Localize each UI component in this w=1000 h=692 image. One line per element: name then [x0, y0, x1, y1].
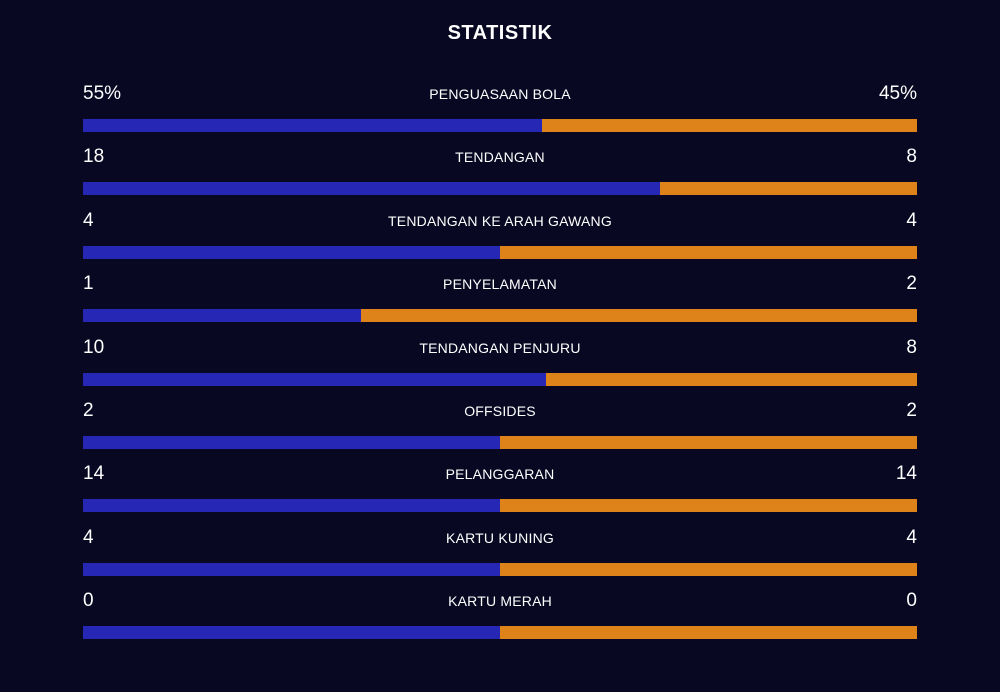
stat-row: 4 TENDANGAN KE ARAH GAWANG 4	[83, 206, 917, 269]
stat-row: 55% PENGUASAAN BOLA 45%	[83, 79, 917, 142]
home-value: 1	[83, 273, 94, 295]
home-bar-segment	[83, 119, 542, 132]
away-bar-segment	[660, 182, 917, 196]
stat-label: TENDANGAN KE ARAH GAWANG	[388, 212, 612, 229]
comparison-bar	[83, 435, 917, 449]
home-bar-segment	[83, 182, 661, 196]
stat-row: 10 TENDANGAN PENJURU 8	[83, 333, 917, 396]
away-bar-segment	[500, 245, 917, 259]
away-bar-segment	[500, 435, 917, 449]
home-bar-segment	[83, 562, 500, 576]
home-value: 14	[83, 463, 105, 485]
away-value: 2	[906, 273, 917, 295]
comparison-bar	[83, 182, 917, 196]
comparison-bar	[83, 309, 917, 323]
stat-row: 18 TENDANGAN 8	[83, 142, 917, 205]
stat-row: 2 OFFSIDES 2	[83, 396, 917, 459]
away-bar-segment	[500, 562, 917, 576]
home-bar-segment	[83, 372, 547, 386]
stat-row: 4 KARTU KUNING 4	[83, 523, 917, 586]
away-value: 2	[906, 399, 917, 421]
away-value: 4	[906, 209, 917, 231]
away-bar-segment	[546, 372, 917, 386]
home-bar-segment	[83, 435, 500, 449]
stat-label: PELANGGARAN	[445, 466, 555, 483]
away-value: 8	[906, 146, 917, 168]
away-bar-segment	[541, 119, 917, 132]
stat-label: PENYELAMATAN	[443, 276, 557, 293]
stat-label: TENDANGAN	[455, 149, 545, 166]
away-value: 4	[906, 526, 917, 548]
comparison-bar	[83, 562, 917, 576]
stat-row: 14 PELANGGARAN 14	[83, 459, 917, 522]
home-value: 18	[83, 146, 105, 168]
away-value: 8	[906, 336, 917, 358]
home-bar-segment	[83, 245, 500, 259]
home-value: 55%	[83, 83, 122, 104]
home-bar-segment	[83, 309, 361, 323]
home-value: 0	[83, 590, 94, 612]
away-value: 14	[895, 463, 917, 485]
stat-label: OFFSIDES	[464, 402, 536, 419]
home-bar-segment	[83, 626, 500, 640]
comparison-bar	[83, 626, 917, 640]
home-value: 2	[83, 399, 94, 421]
away-bar-segment	[500, 626, 917, 640]
home-value: 4	[83, 209, 94, 231]
stat-label: KARTU MERAH	[448, 593, 552, 610]
home-value: 4	[83, 526, 94, 548]
home-bar-segment	[83, 499, 500, 513]
stat-row: 0 KARTU MERAH 0	[83, 586, 917, 649]
stat-row: 1 PENYELAMATAN 2	[83, 269, 917, 332]
stat-label: TENDANGAN PENJURU	[419, 339, 581, 356]
page-title: STATISTIK	[447, 22, 553, 44]
comparison-bar	[83, 245, 917, 259]
comparison-bar	[83, 119, 917, 132]
away-bar-segment	[500, 499, 917, 513]
stats-list: 55% PENGUASAAN BOLA 45% 18 TENDANGAN 8 4 TENDAN…	[83, 79, 917, 650]
comparison-bar	[83, 372, 917, 386]
away-bar-segment	[360, 309, 917, 323]
comparison-bar	[83, 499, 917, 513]
stat-label: KARTU KUNING	[446, 529, 554, 546]
away-value: 0	[906, 590, 917, 612]
stat-label: PENGUASAAN BOLA	[429, 86, 571, 102]
home-value: 10	[83, 336, 105, 358]
away-value: 45%	[878, 83, 917, 104]
